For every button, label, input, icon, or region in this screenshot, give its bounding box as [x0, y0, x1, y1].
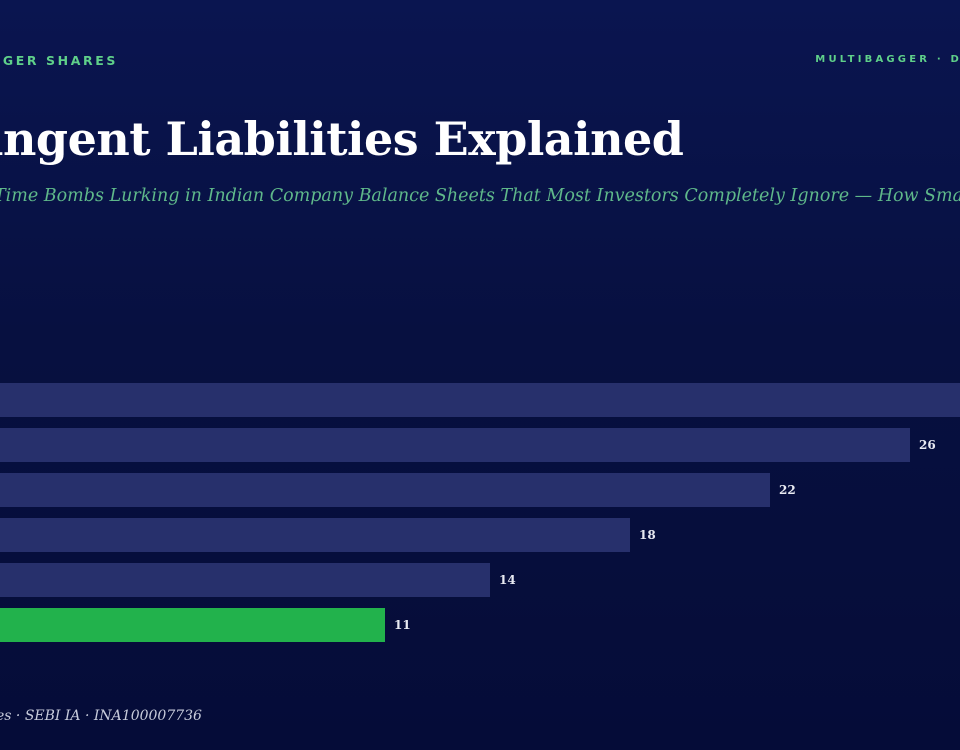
bar-4 [0, 563, 490, 597]
bar-3 [0, 518, 630, 552]
bar-value-label-1: 26 [919, 438, 936, 452]
bar-value-label-5: 11 [394, 618, 411, 632]
footer-disclaimer: es · SEBI IA · INA100007736 [0, 708, 202, 724]
bar-value-label-4: 14 [499, 573, 516, 587]
bar-0 [0, 383, 960, 417]
brand-label-right: MULTIBAGGER · D [815, 54, 960, 65]
bar-1 [0, 428, 910, 462]
bar-5 [0, 608, 385, 642]
page-title: ingent Liabilities Explained [0, 112, 684, 166]
page-subtitle: Time Bombs Lurking in Indian Company Bal… [0, 186, 960, 206]
bar-value-label-3: 18 [639, 528, 656, 542]
brand-label-left: GGER SHARES [0, 53, 118, 68]
bar-value-label-2: 22 [779, 483, 796, 497]
bar-2 [0, 473, 770, 507]
